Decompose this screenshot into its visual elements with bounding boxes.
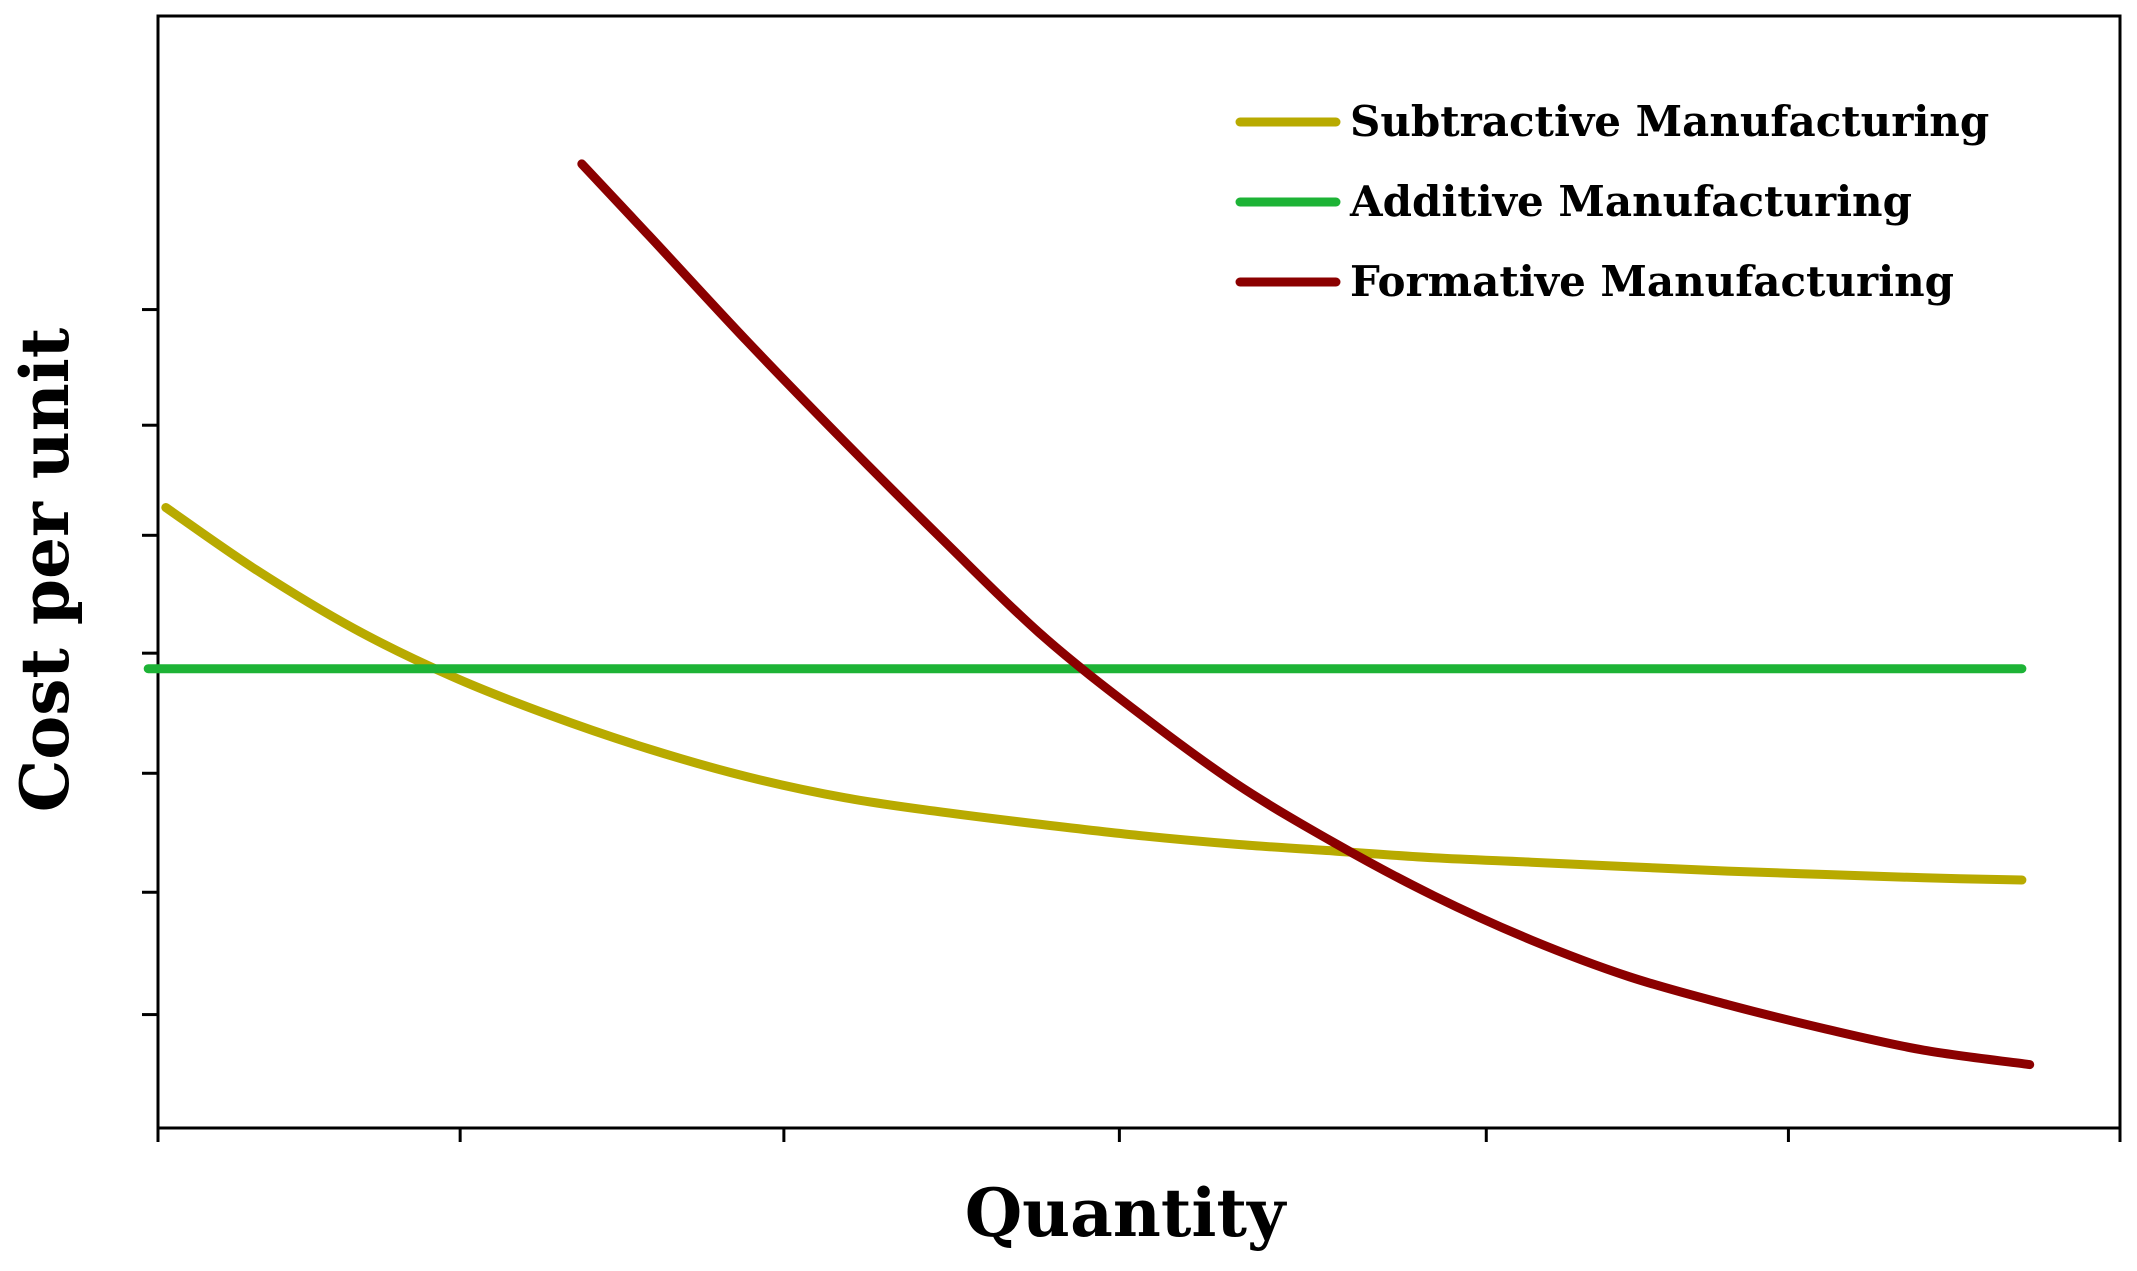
legend-label-formative-manufacturing: Formative Manufacturing xyxy=(1350,257,1954,306)
legend: Subtractive Manufacturing Additive Manufa… xyxy=(1235,97,1989,306)
legend-label-additive-manufacturing: Additive Manufacturing xyxy=(1349,177,1912,226)
legend-label-subtractive-manufacturing: Subtractive Manufacturing xyxy=(1350,97,1989,146)
plot-area-frame xyxy=(156,14,2122,1130)
series-line-subtractive-manufacturing xyxy=(161,503,2027,885)
x-axis-ticks xyxy=(156,1128,2122,1142)
x-axis-title: Quantity xyxy=(965,1174,1287,1252)
series-layer xyxy=(143,159,2035,1070)
y-axis-ticks xyxy=(142,308,158,1017)
y-axis-title: Cost per unit xyxy=(6,327,84,812)
series-line-formative-manufacturing xyxy=(577,159,2035,1070)
